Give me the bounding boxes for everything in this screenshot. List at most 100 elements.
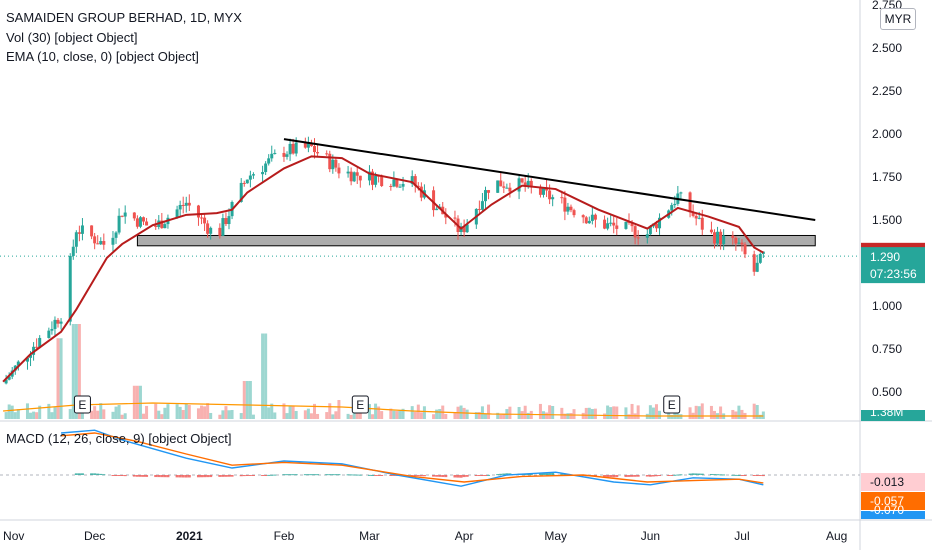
symbol-title[interactable]: SAMAIDEN GROUP BERHAD, 1D, MYX xyxy=(6,10,242,25)
macd-histogram-bar xyxy=(132,475,136,477)
candle-body xyxy=(135,218,139,227)
macd-histogram-bar xyxy=(123,475,127,477)
candle-body xyxy=(187,202,191,206)
macd-histogram-bar xyxy=(163,475,167,478)
macd-histogram-bar xyxy=(291,474,295,476)
volume-bar xyxy=(603,413,607,419)
trendline[interactable] xyxy=(283,138,816,221)
candle-body xyxy=(294,142,298,154)
candle-body xyxy=(325,153,329,155)
volume-bar xyxy=(581,412,585,419)
time-axis[interactable]: Nov Dec 2021 Feb Mar Apr May Jun Jul Aug xyxy=(3,529,847,543)
volume-bar xyxy=(261,333,265,419)
candle-body xyxy=(505,187,509,189)
candle-body xyxy=(700,217,704,230)
earnings-marker xyxy=(73,395,91,414)
candle-body xyxy=(358,175,362,181)
volume-bar xyxy=(389,408,393,419)
volume-bar xyxy=(267,407,271,419)
macd-histogram-bar xyxy=(456,475,460,478)
currency-badge[interactable]: MYR xyxy=(880,8,916,30)
volume-bar xyxy=(432,414,436,419)
macd-histogram-bar xyxy=(337,474,341,476)
candle-body xyxy=(4,379,8,384)
candle-body xyxy=(203,217,207,224)
candle-body xyxy=(337,167,341,174)
volume-bar xyxy=(755,405,759,419)
macd-histogram-bar xyxy=(77,473,81,475)
candle-body xyxy=(374,175,378,185)
macd-histogram-bar xyxy=(444,475,448,478)
candle-body xyxy=(691,212,695,216)
macd-histogram-bar xyxy=(645,475,649,477)
macd-histogram-bar xyxy=(389,475,393,476)
volume-bar xyxy=(242,381,246,419)
macd-histogram-bar xyxy=(416,475,420,477)
volume-bar xyxy=(615,406,619,419)
ema-line xyxy=(2,155,764,383)
macd-histogram-bar xyxy=(761,475,765,477)
support-zone[interactable] xyxy=(0,234,860,257)
candle-body xyxy=(401,183,405,187)
candle-body xyxy=(502,186,506,188)
volume-bar xyxy=(35,412,39,419)
candle-body xyxy=(737,242,741,244)
price-tick-label: 2.250 xyxy=(872,84,902,98)
candle-body xyxy=(264,163,268,173)
time-tick-label: Nov xyxy=(3,529,24,543)
volume-bar xyxy=(401,408,405,419)
candle-body xyxy=(551,197,555,200)
macd-histogram-bar xyxy=(325,474,329,476)
volume-bar xyxy=(334,411,338,419)
macd-legend[interactable]: MACD (12, 26, close, 9) [object Object] xyxy=(6,431,232,446)
volume-bar xyxy=(392,410,396,419)
candle-body xyxy=(520,178,524,183)
macd-histogram-bar xyxy=(700,473,704,475)
candle-body xyxy=(145,221,149,226)
candle-body xyxy=(542,187,546,195)
macd-histogram-bar xyxy=(636,475,640,477)
macd-histogram-bar xyxy=(499,473,503,475)
candle-body xyxy=(270,153,274,159)
macd-histogram-bar xyxy=(80,473,84,475)
candle-body xyxy=(679,192,683,194)
ema-legend[interactable]: EMA (10, close, 0) [object Object] xyxy=(6,49,199,64)
volume-bar xyxy=(508,406,512,419)
last-price-tag-bg xyxy=(861,247,925,284)
volume-bar xyxy=(10,405,14,419)
macd-histogram-bar xyxy=(270,474,274,476)
time-tick-label: Apr xyxy=(455,529,474,543)
volume-bar xyxy=(422,406,426,419)
volume-bar xyxy=(352,411,356,419)
volume-bar xyxy=(25,403,29,419)
volume-bar xyxy=(630,403,634,419)
macd-histogram-bar xyxy=(331,474,335,476)
volume-legend[interactable]: Vol (30) [object Object] xyxy=(6,30,138,45)
volume-bar xyxy=(74,324,78,419)
volume-bar xyxy=(670,414,674,419)
candle-body xyxy=(206,223,210,234)
macd-histogram-bar xyxy=(230,475,234,477)
candle-body xyxy=(529,180,533,187)
volume-bar xyxy=(499,414,503,419)
macd-histogram-bar xyxy=(392,475,396,476)
candle-body xyxy=(50,328,54,331)
macd-histogram-bar xyxy=(328,474,332,476)
volume-bar xyxy=(47,403,51,419)
macd-histogram-bar xyxy=(422,475,426,477)
volume-bar xyxy=(697,406,701,419)
macd-histogram-bar xyxy=(731,474,735,476)
volume-bar xyxy=(111,411,115,419)
volume-bar xyxy=(636,405,640,419)
macd-histogram-bar xyxy=(227,475,231,477)
volume-bar xyxy=(526,412,530,419)
macd-histogram-bar xyxy=(627,475,631,477)
candle-body xyxy=(624,221,628,229)
macd-histogram-bar xyxy=(175,475,179,478)
volume-bar xyxy=(288,406,292,419)
macd-histogram-bar xyxy=(285,474,289,476)
macd-histogram-bar xyxy=(352,474,356,476)
price-axis[interactable]: 2.7502.5002.2502.0001.7501.5001.0000.750… xyxy=(872,0,902,399)
